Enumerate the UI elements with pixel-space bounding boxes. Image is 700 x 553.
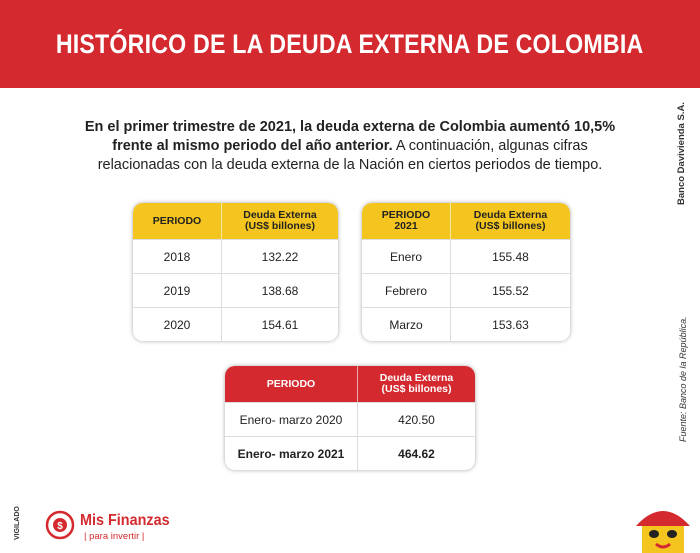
column-header: PERIODO xyxy=(133,203,222,239)
table-row: Febrero 155.52 xyxy=(362,273,570,307)
title: HISTÓRICO DE LA DEUDA EXTERNA DE COLOMBI… xyxy=(56,28,644,59)
table: PERIODO Deuda Externa (US$ billones) 2018 1… xyxy=(133,203,338,341)
table-header: PERIODO Deuda Externa (US$ billones) xyxy=(133,203,338,239)
table-cell: 132.22 xyxy=(261,249,299,264)
column-header: Deuda Externa (US$ billones) xyxy=(473,209,548,232)
table-cell: 153.63 xyxy=(492,317,529,332)
credit: Banco Davivienda S.A. xyxy=(676,102,687,205)
table-cell: Enero- marzo 2021 xyxy=(225,437,358,470)
table-cell: Febrero xyxy=(362,274,451,307)
table: PERIODO 2021 Deuda Externa (US$ billones)… xyxy=(362,203,570,341)
tagline: | para invertir | xyxy=(84,531,145,542)
table-row: 2018 132.22 xyxy=(133,239,338,273)
intro-text: A continuación, algunas cifras relaciona… xyxy=(97,138,603,173)
table-row: Enero- marzo 2021 464.62 xyxy=(225,436,475,470)
table-row: 2019 138.68 xyxy=(133,273,338,307)
table-row: Enero 155.48 xyxy=(362,239,570,273)
table-row: Enero- marzo 2020 420.50 xyxy=(225,402,475,436)
table-cell: 420.50 xyxy=(398,412,435,427)
table-cell: Enero- marzo 2020 xyxy=(225,403,358,436)
table-cell: 2019 xyxy=(133,274,222,307)
svg-text:$: $ xyxy=(57,521,63,532)
table-header: PERIODO Deuda Externa (US$ billones) xyxy=(225,366,475,402)
header-band: HISTÓRICO DE LA DEUDA EXTERNA DE COLOMBI… xyxy=(0,0,700,88)
table-cell: Marzo xyxy=(362,308,451,341)
table-cell: 138.68 xyxy=(261,283,299,298)
table-row: 2020 154.61 xyxy=(133,307,338,341)
table: PERIODO Deuda Externa (US$ billones) Enero… xyxy=(225,366,475,470)
brand: Mis Finanzas xyxy=(80,512,170,529)
vigilado: VIGILADO xyxy=(14,506,21,540)
table-cell: Enero xyxy=(362,240,451,273)
column-header: Deuda Externa (US$ billones) xyxy=(243,209,317,232)
table-cell: 2018 xyxy=(133,240,222,273)
table-cell: 155.52 xyxy=(492,283,529,298)
table-row: Marzo 153.63 xyxy=(362,307,570,341)
column-header: Deuda Externa (US$ billones) xyxy=(379,372,454,395)
table-cell: 2020 xyxy=(133,308,222,341)
column-header: PERIODO 2021 xyxy=(362,203,451,239)
table-cell: 154.61 xyxy=(261,317,299,332)
intro-bold: En el primer trimestre de 2021, la deuda… xyxy=(84,119,616,154)
intro: En el primer trimestre de 2021, la deuda… xyxy=(80,118,620,175)
table-cell: 464.62 xyxy=(398,446,435,461)
table-header: PERIODO 2021 Deuda Externa (US$ billones) xyxy=(362,203,570,239)
table-cell: 155.48 xyxy=(492,249,529,264)
column-header: PERIODO xyxy=(225,366,358,402)
house-icon xyxy=(636,511,690,553)
logo-icon: $ xyxy=(45,510,75,540)
source: Fuente: Banco de la República. xyxy=(678,316,688,442)
